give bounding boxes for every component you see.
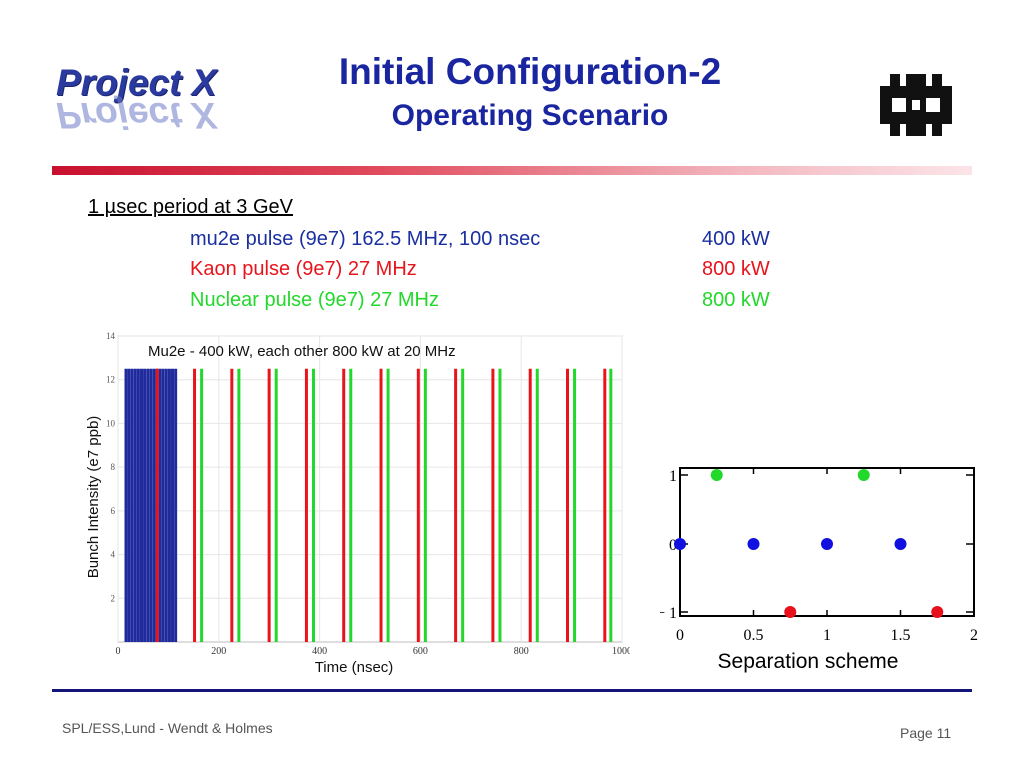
pulse-label: Kaon pulse (9e7) 27 MHz <box>190 258 417 280</box>
scatter-point <box>821 538 833 550</box>
pulse-power: 400 kW <box>702 228 770 250</box>
x-tick-label: 1000 <box>612 646 630 657</box>
logo-text: Project X <box>56 62 217 103</box>
x-tick-label: 0 <box>116 646 121 657</box>
scatter-point <box>710 469 723 481</box>
scatter-point <box>931 606 944 618</box>
x-axis-label: Time (nsec) <box>315 659 394 676</box>
y-tick-label: 8 <box>111 462 116 472</box>
y-tick-label: 10 <box>106 418 116 428</box>
y-tick-label: 6 <box>111 506 116 516</box>
slide-title: Initial Configuration-2 <box>338 51 722 92</box>
x-tick-label: 2 <box>970 627 978 644</box>
logo-reflection: Project X <box>56 95 217 136</box>
header-divider <box>52 166 972 175</box>
scatter-point <box>784 606 797 618</box>
x-tick-label: 1.5 <box>891 627 911 644</box>
x-axis-label: Separation scheme <box>718 650 899 673</box>
y-tick-label: 4 <box>111 550 116 560</box>
footer-divider <box>52 689 972 692</box>
slide-subtitle: Operating Scenario <box>391 99 669 132</box>
x-tick-label: 600 <box>413 646 428 657</box>
pulse-power: 800 kW <box>702 258 770 280</box>
y-tick-label: 2 <box>111 593 116 603</box>
y-tick-label: 1 <box>669 468 677 485</box>
separation-scheme-chart: 0 0.5 1 1.5 2 1 0 − 1 Separation scheme <box>660 467 978 673</box>
scatter-point <box>747 538 760 550</box>
footer-credit: SPL/ESS,Lund - Wendt & Holmes <box>62 720 273 736</box>
y-tick-label: 14 <box>106 331 116 341</box>
section-heading: 1 µsec period at 3 GeV <box>88 196 293 218</box>
x-tick-label: 0 <box>676 627 684 644</box>
chart-title: Mu2e - 400 kW, each other 800 kW at 20 M… <box>148 343 456 360</box>
x-tick-label: 200 <box>211 646 226 657</box>
y-tick-label: 0 <box>669 537 677 554</box>
y-tick-label: 12 <box>106 375 115 385</box>
scatter-point <box>894 538 907 550</box>
slide-title-block: Initial Configuration-2 Operating Scenar… <box>250 50 810 136</box>
bunch-intensity-chart: 2 4 6 8 10 12 14 0 200 400 600 800 1000 Mu2e - 400 kW… <box>85 331 630 676</box>
project-x-logo: Project X Project X <box>56 62 246 136</box>
x-tick-label: 800 <box>514 646 529 657</box>
scatter-point <box>857 469 870 481</box>
x-tick-label: 0.5 <box>744 627 764 644</box>
x-tick-label: 400 <box>312 646 327 657</box>
fermilab-logo-icon <box>880 74 952 136</box>
scatter-point <box>674 538 686 550</box>
y-axis-label: Bunch Intensity (e7 ppb) <box>85 416 102 579</box>
page-number: Page 11 <box>900 725 952 741</box>
pulse-label: Nuclear pulse (9e7) 27 MHz <box>190 289 439 311</box>
pulse-label: mu2e pulse (9e7) 162.5 MHz, 100 nsec <box>190 228 541 250</box>
y-tick-label: − 1 <box>660 605 677 622</box>
x-tick-label: 1 <box>823 627 831 644</box>
pulse-power: 800 kW <box>702 289 770 311</box>
